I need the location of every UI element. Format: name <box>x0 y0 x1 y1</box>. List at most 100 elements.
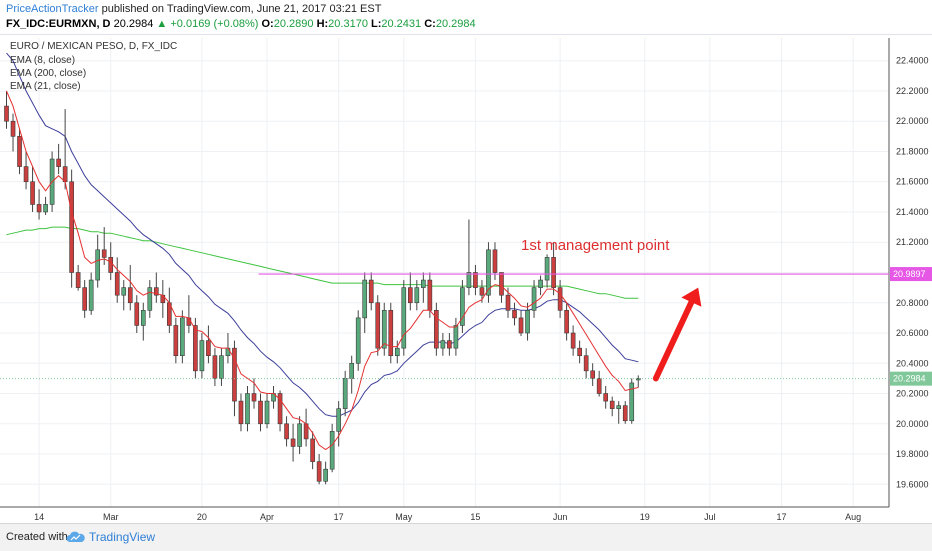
candle <box>329 423 335 473</box>
candle-body <box>603 393 609 402</box>
footer-bar: Created with TradingView <box>0 523 932 551</box>
candle-body <box>140 310 146 326</box>
candle-body <box>180 317 185 357</box>
candle-body <box>108 257 114 273</box>
candle-body <box>460 287 465 326</box>
candle <box>583 348 589 379</box>
candle <box>570 325 576 356</box>
x-tick-label: 17 <box>334 512 344 522</box>
ema200-line <box>6 226 639 299</box>
chart-header: PriceActionTracker published on TradingV… <box>0 0 932 35</box>
candle-body <box>544 257 550 281</box>
y-tick-label: 20.8000 <box>896 298 929 308</box>
candle-body <box>394 347 400 357</box>
candle-body <box>245 393 250 425</box>
candle-body <box>381 310 387 349</box>
candle-body <box>525 310 530 334</box>
candle <box>88 272 94 315</box>
candle-body <box>440 340 446 349</box>
candle-body <box>258 400 263 425</box>
candle <box>284 416 289 447</box>
legend-entry: EMA (8, close) <box>10 55 75 66</box>
candle <box>394 340 400 364</box>
candle <box>473 264 478 296</box>
candle-body <box>62 166 68 183</box>
candle <box>316 454 322 485</box>
candle-body <box>531 287 537 311</box>
candle <box>499 272 504 303</box>
candle-body <box>17 136 22 167</box>
candle <box>173 317 179 364</box>
candle-body <box>434 310 439 349</box>
candle-body <box>492 249 498 273</box>
candle-body <box>238 400 244 425</box>
y-tick-label: 20.0000 <box>896 419 929 429</box>
candle-body <box>232 347 237 402</box>
publish-line: PriceActionTracker published on TradingV… <box>6 3 381 15</box>
candle-body <box>518 317 524 334</box>
candle <box>258 393 263 432</box>
candle <box>310 431 315 470</box>
x-tick-label: 19 <box>640 512 650 522</box>
candle-body <box>622 405 628 422</box>
candle-body <box>427 279 433 311</box>
x-tick-label: Apr <box>260 512 274 522</box>
candle <box>590 363 595 386</box>
candle <box>577 340 582 364</box>
candle-body <box>590 370 595 379</box>
candle <box>635 375 641 388</box>
candle <box>212 348 218 386</box>
candle-body <box>375 302 381 349</box>
candle <box>609 396 615 417</box>
candle <box>355 310 361 371</box>
candle-body <box>551 257 556 288</box>
trend-arrow-head <box>681 287 702 307</box>
candle-body <box>564 310 569 334</box>
candle-body <box>466 272 472 288</box>
candle-body <box>616 405 622 409</box>
candle <box>401 280 407 356</box>
ema8-line <box>6 90 639 451</box>
candle-body <box>277 393 283 425</box>
candle <box>551 242 556 296</box>
candle-body <box>134 302 140 326</box>
candle-body <box>153 287 159 296</box>
candle-body <box>629 382 635 422</box>
candle-body <box>342 378 348 409</box>
candle-body <box>310 438 315 462</box>
candle <box>629 378 635 424</box>
candle <box>407 272 413 311</box>
candle <box>616 401 622 424</box>
publisher-link[interactable]: PriceActionTracker <box>6 3 99 15</box>
candle <box>512 302 517 326</box>
candle-body <box>323 468 328 482</box>
price-value: 20.2984 <box>113 18 154 30</box>
candle <box>381 302 387 356</box>
price-chart[interactable]: 22.4000 22.2000 22.0000 21.8000 21.6000 21.40… <box>0 34 932 523</box>
candle-body <box>538 279 543 288</box>
candle-body <box>316 461 322 482</box>
candle <box>206 325 211 364</box>
candle-body <box>609 400 615 409</box>
chart-title: EURO / MEXICAN PESO, D, FX_IDC <box>10 41 177 52</box>
y-tick-label: 19.6000 <box>896 479 929 489</box>
candle <box>453 317 459 356</box>
trend-arrow-shaft <box>652 299 695 382</box>
published-text: published on TradingView.com, June 21, 2… <box>101 3 382 15</box>
y-tick-label: 22.4000 <box>896 56 929 66</box>
candle-body <box>290 438 296 447</box>
candle <box>525 302 530 341</box>
candle-body <box>570 332 576 349</box>
tradingview-brand[interactable]: TradingView <box>89 530 156 544</box>
candle <box>10 113 16 152</box>
candle-body <box>505 294 511 311</box>
candle-body <box>453 325 459 349</box>
current-price-tag-label: 20.2984 <box>893 374 926 384</box>
candle <box>544 254 550 288</box>
candle <box>447 333 452 356</box>
candle-body <box>355 317 361 364</box>
close-label: C: <box>424 18 436 30</box>
candle-body <box>336 408 341 432</box>
y-tick-label: 21.6000 <box>896 177 929 187</box>
candle-body <box>36 204 42 213</box>
